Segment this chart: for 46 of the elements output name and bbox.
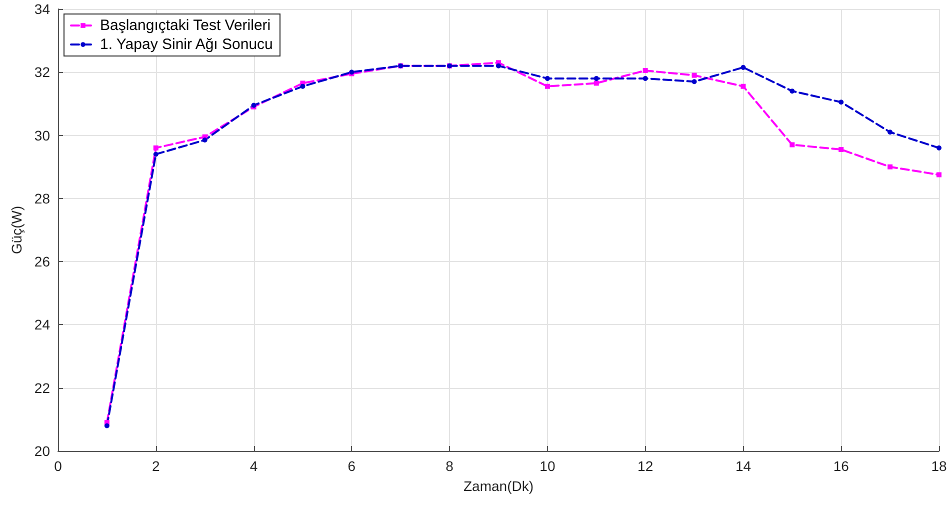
point <box>692 79 697 84</box>
x-tick-label: 8 <box>446 458 454 474</box>
point <box>936 145 942 150</box>
y-tick-label: 20 <box>34 443 50 459</box>
point <box>790 88 795 94</box>
x-tick-label: 10 <box>540 458 556 474</box>
legend-label: 1. Yapay Sinir Ağı Sonucu <box>100 36 273 53</box>
y-tick-label: 28 <box>34 190 50 206</box>
point <box>642 68 648 74</box>
point <box>936 172 942 178</box>
y-tick-label: 26 <box>34 254 50 270</box>
y-tick-label: 32 <box>34 64 50 80</box>
point <box>153 145 158 150</box>
point <box>888 130 893 135</box>
point <box>594 80 599 86</box>
point <box>838 146 844 152</box>
y-tick-label: 22 <box>34 380 50 396</box>
point <box>544 76 550 81</box>
x-tick-label: 18 <box>931 458 947 474</box>
point <box>153 152 158 157</box>
point <box>544 84 550 89</box>
point <box>496 63 501 68</box>
y-tick-label: 24 <box>34 316 50 333</box>
legend-label: Başlangıçtaki Test Verileri <box>100 17 271 34</box>
point <box>692 72 697 78</box>
x-tick-label: 12 <box>638 458 654 474</box>
x-tick-label: 6 <box>348 458 356 474</box>
x-tick-label: 4 <box>250 458 258 474</box>
x-tick-label: 14 <box>735 458 752 474</box>
point <box>838 100 844 105</box>
y-tick-label: 34 <box>34 1 50 17</box>
y-axis-title: Güç(W) <box>8 206 25 254</box>
x-axis-title: Zaman(Dk) <box>463 478 534 494</box>
point <box>740 84 746 89</box>
point <box>888 164 893 170</box>
x-tick-label: 2 <box>152 458 160 474</box>
point <box>790 142 795 148</box>
point <box>300 84 306 89</box>
y-tick-label: 30 <box>34 127 50 144</box>
x-tick-label: 0 <box>54 458 62 474</box>
point <box>740 64 746 70</box>
x-tick-label: 16 <box>833 458 850 474</box>
point <box>642 76 648 81</box>
point <box>104 423 110 428</box>
point <box>594 76 599 81</box>
point <box>202 138 208 143</box>
